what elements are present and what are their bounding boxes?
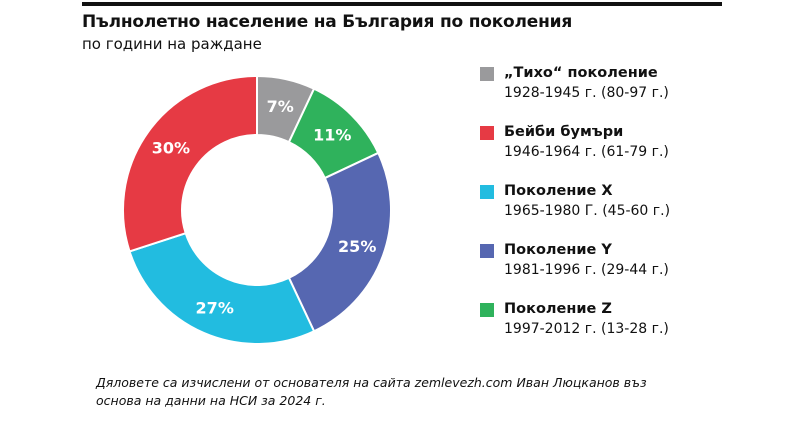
legend-range: 1997-2012 г. (13-28 г.) bbox=[504, 321, 669, 337]
donut-slice-4 bbox=[122, 74, 258, 253]
legend-range: 1965-1980 Г. (45-60 г.) bbox=[504, 203, 671, 219]
top-rule bbox=[82, 2, 722, 6]
legend-swatch bbox=[480, 185, 494, 199]
legend-label: Бейби бумъри bbox=[504, 124, 624, 140]
slice-label-1: 11% bbox=[313, 126, 351, 145]
footnote: Дяловете са изчислени от основателя на с… bbox=[96, 374, 647, 410]
footnote-line-2: основа на данни на НСИ за 2024 г. bbox=[96, 393, 326, 408]
slice-label-0: 7% bbox=[267, 97, 294, 116]
slice-label-4: 30% bbox=[152, 138, 190, 157]
legend-range: 1928-1945 г. (80-97 г.) bbox=[504, 85, 669, 101]
legend-swatch bbox=[480, 244, 494, 258]
legend-label: Поколение Z bbox=[504, 301, 612, 317]
legend-swatch bbox=[480, 126, 494, 140]
chart-title: Пълнолетно население на България по поко… bbox=[82, 12, 573, 32]
legend-item: Поколение X 1965-1980 Г. (45-60 г.) bbox=[480, 182, 670, 241]
legend-swatch bbox=[480, 303, 494, 317]
legend-item: Бейби бумъри 1946-1964 г. (61-79 г.) bbox=[480, 123, 670, 182]
legend-item: „Тихо“ поколение 1928-1945 г. (80-97 г.) bbox=[480, 64, 670, 123]
legend-range: 1946-1964 г. (61-79 г.) bbox=[504, 144, 669, 160]
legend-item: Поколение Y 1981-1996 г. (29-44 г.) bbox=[480, 241, 670, 300]
legend: „Тихо“ поколение 1928-1945 г. (80-97 г.) Б… bbox=[480, 64, 670, 359]
slice-label-3: 27% bbox=[196, 299, 234, 318]
legend-item: Поколение Z 1997-2012 г. (13-28 г.) bbox=[480, 300, 670, 359]
legend-swatch bbox=[480, 67, 494, 81]
legend-label: Поколение X bbox=[504, 183, 613, 199]
slice-label-2: 25% bbox=[338, 237, 376, 256]
chart-subtitle: по години на раждане bbox=[82, 35, 262, 53]
legend-range: 1981-1996 г. (29-44 г.) bbox=[504, 262, 669, 278]
donut-slice-2 bbox=[287, 151, 392, 333]
legend-label: Поколение Y bbox=[504, 242, 612, 258]
donut-slice-3 bbox=[128, 231, 316, 345]
footnote-line-1: Дяловете са изчислени от основателя на с… bbox=[96, 375, 647, 390]
legend-label: „Тихо“ поколение bbox=[504, 65, 658, 81]
